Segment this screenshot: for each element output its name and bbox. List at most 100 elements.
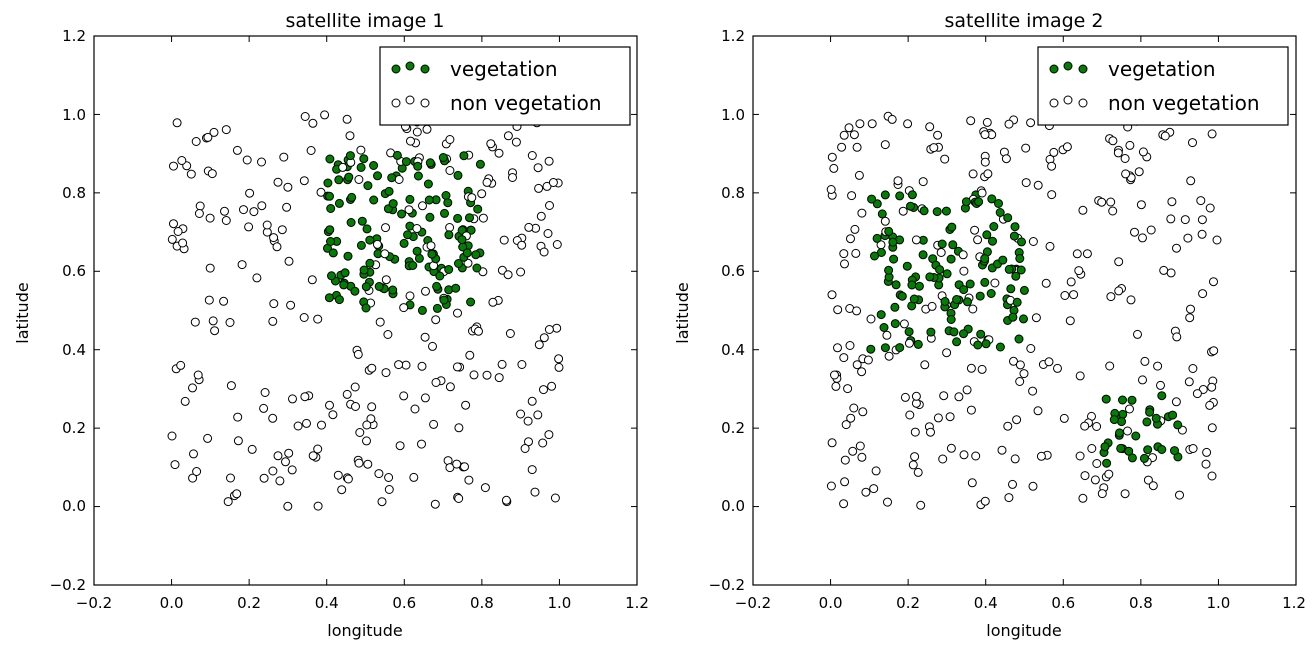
vegetation-point xyxy=(907,190,917,200)
non-vegetation-point xyxy=(1069,290,1079,300)
non-vegetation-point xyxy=(1004,493,1014,503)
non-vegetation-point xyxy=(1114,286,1124,296)
non-vegetation-point xyxy=(1104,469,1114,479)
vegetation-point xyxy=(425,212,435,222)
non-vegetation-point xyxy=(288,394,297,404)
non-vegetation-point xyxy=(420,393,430,403)
non-vegetation-point xyxy=(221,216,231,225)
non-vegetation-point xyxy=(1160,131,1170,141)
non-vegetation-point xyxy=(366,414,376,424)
non-vegetation-point xyxy=(849,130,859,140)
x-tick-label: 0.0 xyxy=(160,594,184,612)
vegetation-point xyxy=(998,255,1008,265)
non-vegetation-point xyxy=(1097,197,1107,207)
non-vegetation-point xyxy=(1202,447,1212,457)
non-vegetation-point xyxy=(852,142,862,152)
non-vegetation-point xyxy=(1066,277,1076,287)
non-vegetation-point xyxy=(1015,360,1025,370)
non-vegetation-point xyxy=(1080,421,1090,431)
non-vegetation-point xyxy=(958,250,968,260)
non-vegetation-point xyxy=(333,470,343,480)
non-vegetation-point xyxy=(178,238,188,248)
chart-1-ticks xyxy=(93,35,638,586)
non-vegetation-point xyxy=(454,494,464,503)
vegetation-point xyxy=(373,171,382,181)
non-vegetation-point xyxy=(1186,304,1195,314)
vegetation-point xyxy=(347,192,357,202)
non-vegetation-point xyxy=(188,473,198,483)
non-vegetation-point xyxy=(966,116,976,126)
vegetation-point xyxy=(345,151,355,161)
non-vegetation-point xyxy=(205,263,215,273)
vegetation-point xyxy=(325,225,335,235)
vegetation-point xyxy=(465,213,474,223)
legend-vegetation-label: vegetation xyxy=(450,57,558,81)
non-vegetation-point xyxy=(377,497,387,507)
non-vegetation-point xyxy=(300,392,310,402)
non-vegetation-point xyxy=(190,317,200,327)
non-vegetation-point xyxy=(210,326,220,336)
vegetation-point xyxy=(880,343,890,353)
non-vegetation-point xyxy=(545,201,554,210)
non-vegetation-point xyxy=(534,183,544,193)
non-vegetation-point xyxy=(380,249,390,259)
non-vegetation-point xyxy=(478,213,488,223)
non-vegetation-point xyxy=(1080,471,1090,481)
vegetation-point xyxy=(963,297,972,307)
non-vegetation-point xyxy=(482,177,492,187)
non-vegetation-point xyxy=(401,360,411,370)
non-vegetation-point xyxy=(903,119,913,129)
non-vegetation-point xyxy=(884,351,894,361)
vegetation-point xyxy=(441,191,451,200)
non-vegetation-point xyxy=(524,222,534,232)
vegetation-point xyxy=(344,172,354,182)
vegetation-point xyxy=(1003,213,1013,223)
non-vegetation-point xyxy=(260,388,270,397)
non-vegetation-point xyxy=(966,405,976,415)
non-vegetation-point xyxy=(262,220,272,230)
vegetation-point xyxy=(472,263,482,273)
y-tick-label: 1.2 xyxy=(62,27,86,45)
non-vegetation-point xyxy=(539,247,549,257)
vegetation-point xyxy=(343,251,353,261)
y-tick-label: 0.6 xyxy=(62,262,86,280)
vegetation-point xyxy=(876,310,886,320)
non-vegetation-point xyxy=(482,370,492,380)
non-vegetation-point xyxy=(826,185,836,194)
non-vegetation-point xyxy=(1012,415,1022,425)
non-vegetation-point xyxy=(1072,249,1082,259)
non-vegetation-point xyxy=(833,305,843,315)
non-vegetation-point xyxy=(971,451,981,461)
non-vegetation-point xyxy=(180,396,190,406)
vegetation-point xyxy=(405,194,415,204)
non-vegetation-point xyxy=(1188,364,1198,373)
non-vegetation-point xyxy=(317,420,326,430)
non-vegetation-point xyxy=(827,152,837,162)
non-vegetation-point xyxy=(1045,241,1055,251)
non-vegetation-point xyxy=(1130,227,1139,237)
non-vegetation-point xyxy=(412,224,422,233)
non-vegetation-point xyxy=(839,353,849,363)
vegetation-point xyxy=(1015,254,1025,263)
vegetation-point xyxy=(907,280,917,290)
non-vegetation-point xyxy=(316,187,326,197)
vegetation-point xyxy=(1157,445,1167,454)
non-vegetation-point xyxy=(539,333,549,343)
non-vegetation-point xyxy=(1209,346,1219,356)
non-vegetation-point xyxy=(945,412,955,422)
non-vegetation-point xyxy=(1065,316,1075,326)
non-vegetation-point xyxy=(1026,118,1036,128)
non-vegetation-point xyxy=(405,291,415,301)
vegetation-point xyxy=(867,194,877,204)
non-vegetation-point xyxy=(511,137,521,147)
x-tick-label: 0.2 xyxy=(896,594,920,612)
non-vegetation-point xyxy=(286,300,296,310)
non-vegetation-point xyxy=(1140,356,1150,366)
vegetation-point xyxy=(948,240,958,250)
non-vegetation-point xyxy=(410,404,420,414)
vegetation-point xyxy=(947,222,957,232)
non-vegetation-point xyxy=(354,175,364,184)
vegetation-point xyxy=(365,258,375,268)
non-vegetation-point xyxy=(176,360,186,370)
non-vegetation-point xyxy=(854,170,864,180)
